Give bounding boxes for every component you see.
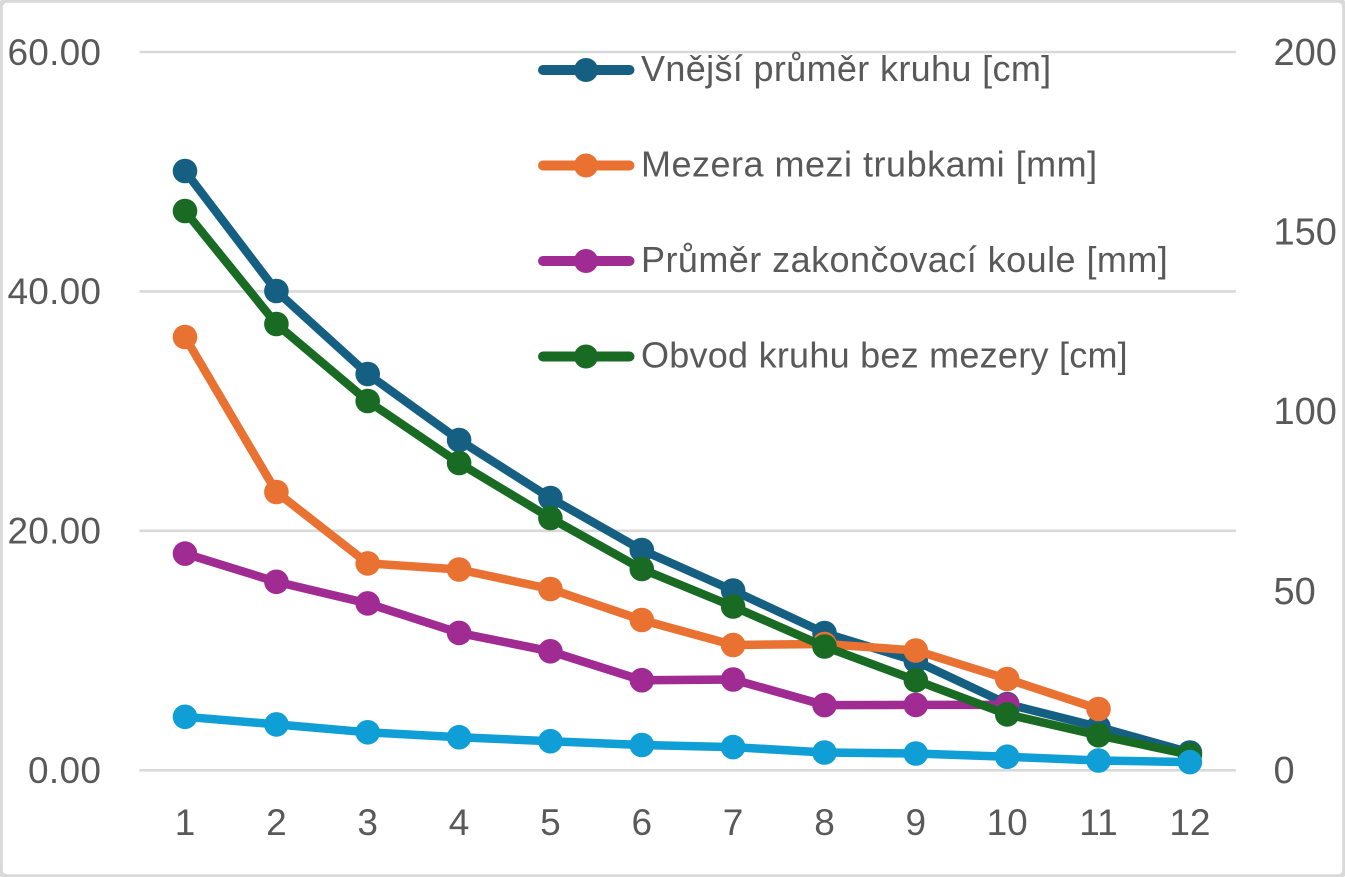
- svg-text:50: 50: [1274, 571, 1316, 613]
- svg-text:60.00: 60.00: [8, 32, 102, 73]
- svg-text:12: 12: [1169, 802, 1210, 843]
- svg-text:1: 1: [175, 802, 196, 843]
- svg-text:Průměr zakončovací koule [mm]: Průměr zakončovací koule [mm]: [641, 239, 1168, 280]
- svg-text:3: 3: [357, 802, 378, 843]
- svg-text:100: 100: [1274, 391, 1337, 433]
- svg-text:Obvod kruhu bez mezery [cm]: Obvod kruhu bez mezery [cm]: [641, 335, 1128, 376]
- svg-text:0.00: 0.00: [28, 750, 101, 791]
- svg-text:150: 150: [1274, 211, 1337, 253]
- svg-text:Mezera mezi trubkami [mm]: Mezera mezi trubkami [mm]: [641, 144, 1098, 185]
- svg-text:9: 9: [906, 802, 927, 843]
- svg-text:0: 0: [1274, 750, 1295, 792]
- svg-text:10: 10: [987, 802, 1028, 843]
- svg-text:5: 5: [540, 802, 561, 843]
- svg-text:20.00: 20.00: [8, 511, 102, 552]
- svg-text:Vnější průměr kruhu [cm]: Vnější průměr kruhu [cm]: [641, 48, 1052, 89]
- svg-text:6: 6: [632, 802, 653, 843]
- svg-text:8: 8: [814, 802, 835, 843]
- svg-text:4: 4: [449, 802, 470, 843]
- svg-text:40.00: 40.00: [8, 271, 102, 312]
- svg-text:200: 200: [1274, 32, 1337, 74]
- svg-text:7: 7: [723, 802, 744, 843]
- svg-text:2: 2: [266, 802, 287, 843]
- svg-text:11: 11: [1079, 802, 1117, 843]
